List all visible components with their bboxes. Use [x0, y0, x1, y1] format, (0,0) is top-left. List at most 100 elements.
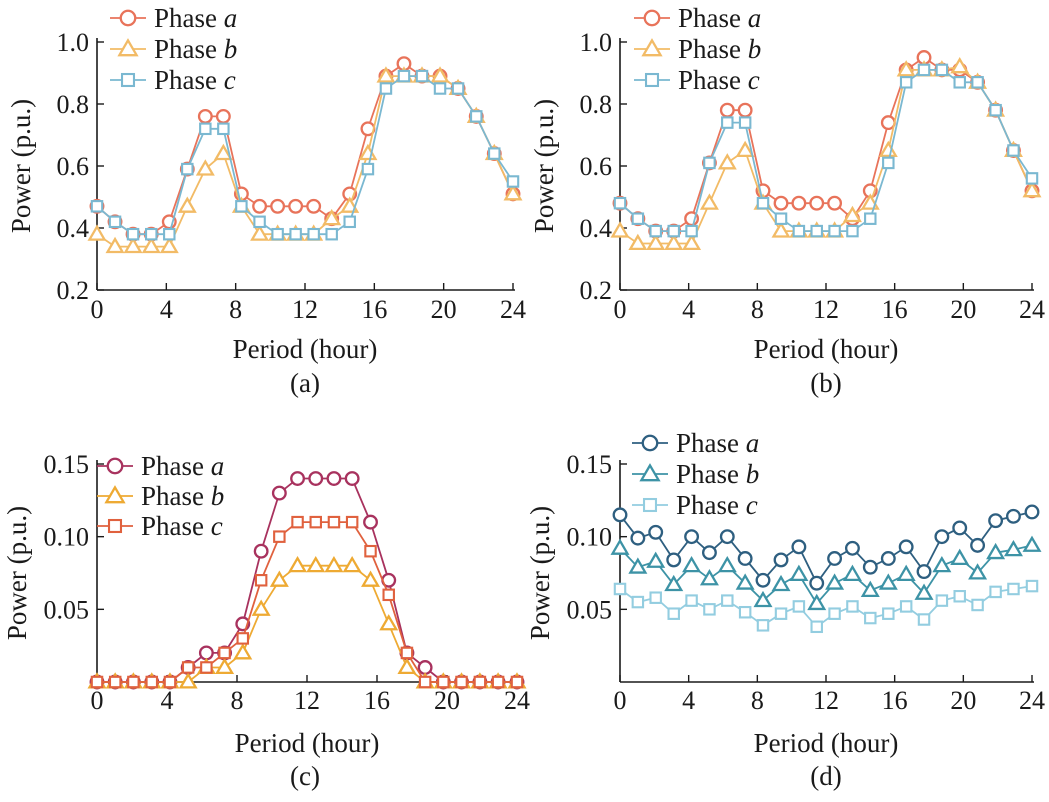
data-point: [664, 574, 684, 592]
y-tick-label: 0.10: [567, 523, 613, 552]
data-point: [324, 555, 344, 573]
data-point: [667, 224, 680, 238]
data-point: [1007, 582, 1020, 596]
data-point: [1007, 144, 1020, 157]
data-point: [753, 590, 773, 608]
data-point: [703, 156, 716, 170]
data-point: [345, 515, 359, 529]
x-tick-label: 8: [751, 686, 764, 715]
x-tick-label: 0: [614, 686, 627, 715]
data-point: [682, 555, 702, 573]
panel-caption: (c): [290, 761, 320, 791]
data-point: [108, 215, 122, 229]
x-axis-label: Period (hour): [754, 334, 899, 364]
data-point: [703, 603, 716, 616]
chart-panel-3: 0 4 8 12 16 20 24 0.05 0.10 0.15 Period (hour) Powe…: [2, 450, 530, 791]
data-point: [810, 620, 823, 634]
y-tick-label: 0.2: [57, 276, 90, 305]
legend-marker: [641, 434, 659, 452]
y-tick-label: 0.15: [567, 450, 613, 479]
data-point: [914, 583, 934, 600]
series-line: [97, 521, 517, 683]
data-point: [846, 224, 859, 238]
y-tick-label: 0.2: [580, 276, 613, 305]
y-tick-label: 1.0: [580, 28, 613, 57]
data-point: [664, 233, 684, 251]
data-point: [290, 471, 306, 486]
x-tick-label: 12: [813, 295, 839, 324]
panel-caption: (d): [810, 761, 841, 791]
data-point: [309, 515, 322, 529]
data-point: [342, 555, 362, 573]
data-point: [844, 540, 860, 556]
data-point: [397, 657, 417, 675]
data-point: [628, 233, 648, 251]
data-point: [631, 595, 645, 609]
data-point: [899, 600, 913, 613]
data-point: [684, 529, 700, 545]
data-point: [1022, 181, 1042, 198]
legend-label: Phase c: [141, 511, 223, 541]
x-tick-label: 16: [361, 295, 387, 324]
data-point: [236, 632, 250, 645]
series-line: [96, 75, 514, 236]
x-tick-label: 20: [431, 295, 457, 324]
x-tick-label: 24: [504, 686, 530, 715]
series-phase-c: [90, 69, 520, 241]
data-point: [233, 643, 253, 660]
data-point: [613, 196, 627, 210]
legend-label: Phase b: [154, 34, 237, 64]
legend-marker: [106, 457, 124, 475]
series-phase-c: [90, 515, 524, 689]
data-point: [952, 520, 968, 536]
data-point: [199, 122, 212, 136]
legend-marker: [644, 72, 660, 88]
y-axis-label: Power (p.u.): [525, 506, 555, 640]
data-point: [181, 162, 194, 176]
data-point: [916, 564, 932, 579]
data-point: [953, 76, 966, 89]
data-point: [666, 552, 682, 568]
data-point: [828, 607, 841, 620]
data-point: [379, 82, 393, 95]
data-point: [325, 227, 338, 241]
data-point: [288, 555, 308, 573]
data-point: [451, 82, 465, 95]
x-tick-label: 12: [294, 686, 320, 715]
x-tick-label: 20: [434, 686, 460, 715]
data-point: [986, 542, 1006, 560]
data-point: [612, 507, 628, 523]
data-point: [898, 539, 914, 555]
legend-marker: [120, 72, 136, 88]
data-point: [809, 195, 825, 211]
data-point: [271, 227, 284, 241]
data-point: [307, 227, 320, 241]
data-point: [649, 591, 662, 604]
data-point: [792, 600, 806, 613]
data-point: [756, 619, 770, 632]
y-tick-label: 0.4: [580, 214, 613, 243]
x-tick-label: 4: [161, 686, 174, 715]
data-point: [755, 572, 771, 588]
data-point: [970, 537, 986, 553]
x-tick-label: 0: [91, 686, 104, 715]
data-point: [145, 227, 158, 241]
data-point: [789, 564, 809, 582]
data-point: [397, 69, 411, 83]
data-point: [610, 221, 630, 238]
data-point: [864, 212, 877, 225]
x-tick-label: 20: [950, 295, 976, 324]
data-point: [631, 212, 645, 225]
data-point: [181, 661, 195, 674]
data-point: [90, 675, 104, 689]
chart-panel-1: 0 4 8 12 16 20 24 0.2 0.4 0.6 0.8 1.0 Period (hour) P…: [6, 3, 526, 398]
x-tick-label: 24: [1019, 686, 1045, 715]
data-point: [145, 675, 159, 689]
data-point: [735, 140, 755, 158]
data-point: [198, 645, 214, 661]
x-tick-label: 12: [813, 686, 839, 715]
legend-marker: [641, 38, 663, 57]
